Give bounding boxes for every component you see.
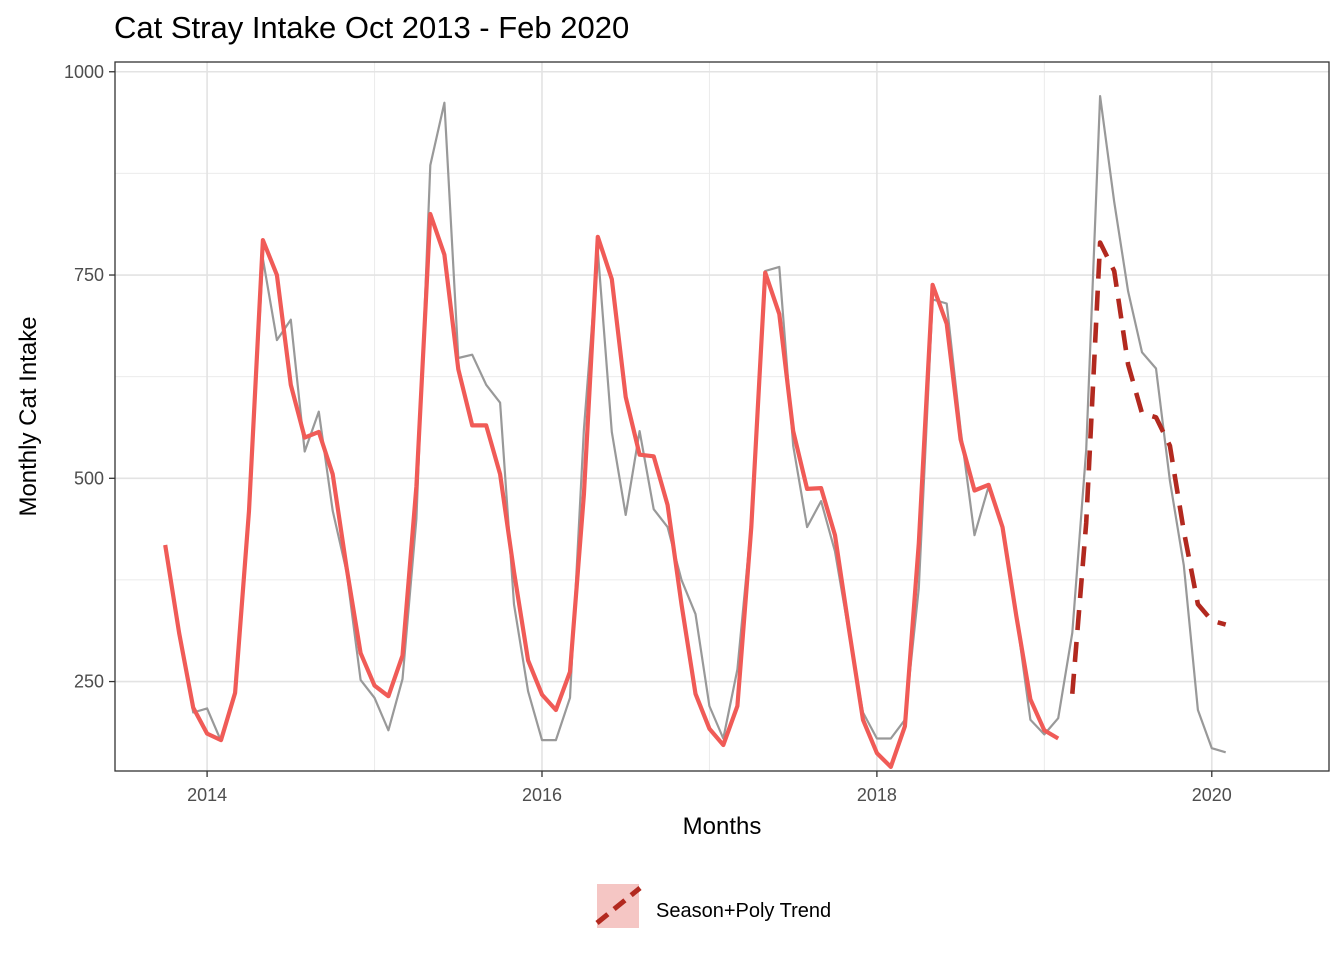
series-line-fitted [163,211,1060,770]
legend-label: Season+Poly Trend [656,900,831,922]
y-tick-label: 500 [74,468,104,488]
x-tick-label: 2018 [857,785,897,805]
plot-border [114,61,1330,772]
series-lines [163,94,1227,770]
x-tick-label: 2020 [1192,785,1232,805]
x-tick-label: 2016 [522,785,562,805]
y-axis-title: Monthly Cat Intake [15,316,42,516]
legend: Season+Poly Trend [595,884,831,928]
y-tick-label: 250 [74,672,104,692]
x-axis: 2014 2016 2018 2020 [187,771,1232,805]
chart-title: Cat Stray Intake Oct 2013 - Feb 2020 [114,10,629,45]
x-axis-title: Months [683,813,762,840]
grid-minor [115,62,1329,771]
y-tick-label: 1000 [64,62,104,82]
series-line-observed [164,94,1227,754]
grid-major [115,62,1329,771]
legend-key-dashed-line [595,886,642,925]
y-tick-label: 750 [74,265,104,285]
x-tick-label: 2014 [187,785,227,805]
y-axis: 250 500 750 1000 [64,62,115,692]
series-line-forecast [1070,240,1227,694]
